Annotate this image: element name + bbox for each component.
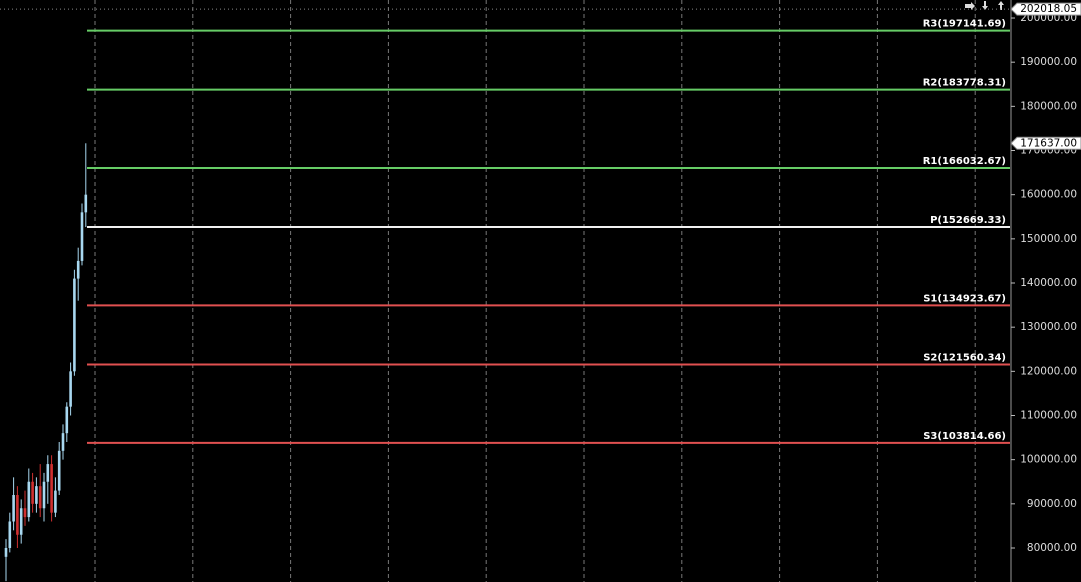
y-tick-label: 90000.00 — [1027, 498, 1077, 510]
candle-body — [76, 260, 80, 279]
candle-body — [27, 481, 31, 518]
pivot-label: P(152669.33) — [930, 215, 1006, 226]
candle-body — [84, 194, 88, 213]
y-tick-label: 180000.00 — [1020, 100, 1077, 112]
y-tick-label: 120000.00 — [1020, 365, 1077, 377]
candle-body — [12, 494, 15, 522]
candle-body — [54, 490, 57, 513]
y-tick-label: 190000.00 — [1020, 56, 1077, 68]
candle-body — [35, 486, 38, 504]
candle-body — [42, 481, 46, 509]
candle-body — [4, 547, 8, 557]
nav-arrows[interactable] — [965, 1, 1004, 10]
candle-body — [61, 433, 65, 451]
y-tick-label: 100000.00 — [1020, 454, 1077, 466]
candle-body — [80, 212, 84, 261]
y-tick-label: 110000.00 — [1020, 409, 1077, 421]
scroll-down[interactable] — [982, 1, 988, 10]
candle-body — [31, 481, 34, 504]
candle-body — [23, 508, 27, 518]
candle-body — [69, 371, 72, 407]
price-marker-box — [1010, 136, 1081, 150]
candle-body — [65, 406, 69, 434]
y-tick-label: 160000.00 — [1020, 189, 1077, 201]
y-tick-label: 130000.00 — [1020, 321, 1077, 333]
candle-body — [19, 508, 23, 535]
y-tick-label: 140000.00 — [1020, 277, 1077, 289]
pivot-label: R1(166032.67) — [923, 156, 1006, 167]
scroll-right[interactable] — [965, 2, 975, 10]
y-tick-label: 150000.00 — [1020, 233, 1077, 245]
pivot-label: R2(183778.31) — [923, 78, 1006, 89]
candle-body — [46, 464, 50, 482]
price-marker-label: 171637.00 — [1020, 137, 1077, 149]
pivot-label: S2(121560.34) — [923, 352, 1006, 363]
price-marker-box — [1010, 2, 1081, 16]
pivot-label: R3(197141.69) — [923, 19, 1006, 30]
candle-body — [8, 521, 12, 548]
pivot-label: S1(134923.67) — [923, 293, 1006, 304]
candle-body — [38, 486, 42, 509]
pivot-label: S3(103814.66) — [923, 431, 1006, 442]
scroll-up[interactable] — [998, 1, 1004, 10]
candle-body — [73, 278, 76, 372]
y-tick-label: 80000.00 — [1027, 542, 1077, 554]
price-marker-label: 202018.05 — [1020, 3, 1077, 15]
candle-body — [57, 450, 61, 491]
candle-body — [50, 464, 53, 513]
candle-body — [16, 494, 19, 535]
